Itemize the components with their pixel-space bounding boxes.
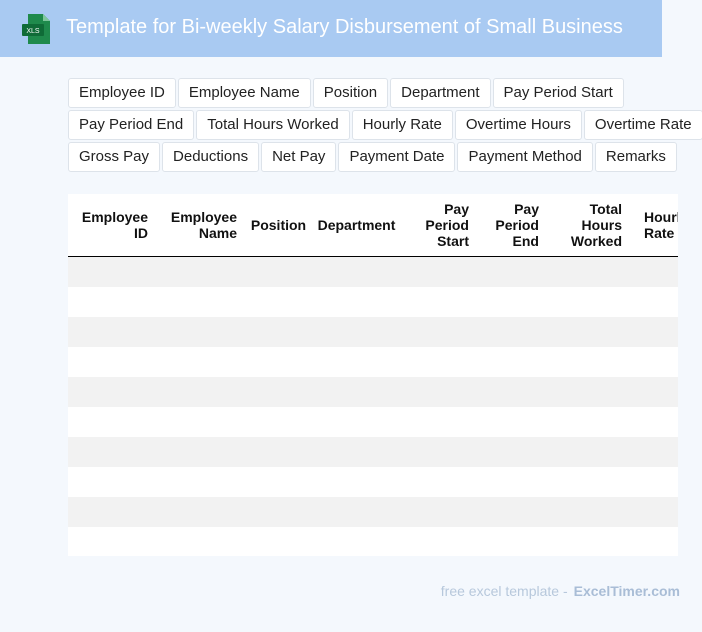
field-chip[interactable]: Payment Method (457, 142, 593, 172)
table-row (68, 377, 678, 407)
chip-row: Pay Period End Total Hours Worked Hourly R… (68, 110, 702, 140)
field-chip[interactable]: Deductions (162, 142, 260, 172)
field-chip[interactable]: Payment Date (338, 142, 456, 172)
field-chip[interactable]: Employee Name (177, 78, 311, 108)
chip-row: Employee ID Employee Name Position Departme… (68, 78, 702, 108)
field-chip[interactable]: Position (312, 78, 389, 108)
column-header: Hourly Rate (644, 209, 678, 241)
field-chip[interactable]: Hourly Rate (351, 110, 453, 140)
footer-brand[interactable]: ExcelTimer.com (573, 583, 680, 599)
table-row (68, 527, 678, 556)
field-chips: Employee ID Employee Name Position Departme… (68, 78, 702, 174)
field-chip[interactable]: Pay Period Start (492, 78, 624, 108)
column-header: Department (317, 217, 396, 233)
column-header: Employee ID (81, 209, 148, 241)
table-header: Employee ID Employee Name Position Departme… (68, 194, 678, 257)
table-row (68, 497, 678, 527)
field-chip[interactable]: Department (390, 78, 491, 108)
table-row (68, 437, 678, 467)
table-row (68, 317, 678, 347)
header-bar: XLS Template for Bi-weekly Salary Disbur… (0, 0, 662, 57)
column-header: Pay Period Start (425, 201, 469, 249)
table-row (68, 257, 678, 287)
field-chip[interactable]: Net Pay (261, 142, 337, 172)
table-row (68, 407, 678, 437)
table-row (68, 347, 678, 377)
table-row (68, 467, 678, 497)
footer: free excel template - ExcelTimer.com (441, 583, 680, 599)
field-chip[interactable]: Pay Period End (68, 110, 195, 140)
column-header: Pay Period End (495, 201, 539, 249)
field-chip[interactable]: Gross Pay (68, 142, 161, 172)
field-chip[interactable]: Employee ID (68, 78, 176, 108)
data-table: Employee ID Employee Name Position Departme… (68, 194, 678, 556)
field-chip[interactable]: Overtime Hours (454, 110, 582, 140)
page-title: Template for Bi-weekly Salary Disburseme… (66, 16, 623, 38)
icon-label: XLS (26, 28, 40, 35)
column-header: Employee Name (170, 209, 237, 241)
footer-text: free excel template - (440, 583, 568, 599)
chip-row: Gross Pay Deductions Net Pay Payment Date Pa… (68, 142, 702, 172)
table-body (68, 257, 678, 556)
field-chip[interactable]: Total Hours Worked (196, 110, 350, 140)
xls-icon: XLS (22, 14, 50, 44)
column-header: Position (250, 217, 307, 233)
column-header: Total Hours Worked (570, 201, 622, 249)
field-chip[interactable]: Remarks (594, 142, 677, 172)
field-chip[interactable]: Overtime Rate (583, 110, 702, 140)
table-row (68, 287, 678, 317)
